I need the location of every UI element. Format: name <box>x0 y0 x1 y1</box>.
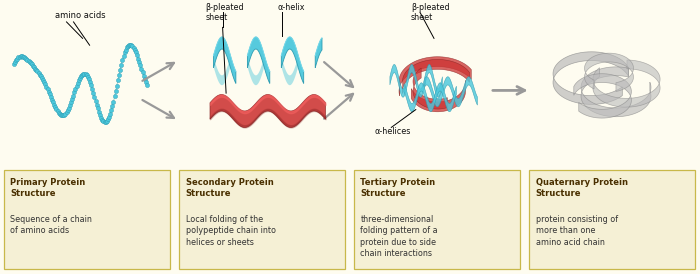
FancyBboxPatch shape <box>178 170 345 269</box>
Polygon shape <box>390 64 442 97</box>
Polygon shape <box>210 95 326 127</box>
Text: amino acids: amino acids <box>55 11 106 20</box>
Polygon shape <box>593 60 660 107</box>
Text: three-dimensional
folding pattern of a
protein due to side
chain interactions: three-dimensional folding pattern of a p… <box>360 215 438 258</box>
Polygon shape <box>412 81 466 112</box>
Text: Tertiary Protein
Structure: Tertiary Protein Structure <box>360 178 435 198</box>
FancyBboxPatch shape <box>354 170 520 269</box>
Polygon shape <box>247 37 270 83</box>
Polygon shape <box>402 59 470 93</box>
Polygon shape <box>581 67 651 117</box>
Polygon shape <box>247 57 265 85</box>
Polygon shape <box>425 77 477 107</box>
Polygon shape <box>574 74 631 118</box>
FancyBboxPatch shape <box>528 170 695 269</box>
Polygon shape <box>281 37 304 83</box>
Text: α-helix: α-helix <box>278 3 305 12</box>
Polygon shape <box>315 38 322 68</box>
Text: Sequence of a chain
of amino acids: Sequence of a chain of amino acids <box>10 215 92 235</box>
Text: Primary Protein
Structure: Primary Protein Structure <box>10 178 85 198</box>
FancyBboxPatch shape <box>4 170 170 269</box>
Polygon shape <box>584 53 634 92</box>
Polygon shape <box>214 37 236 83</box>
Polygon shape <box>404 83 456 112</box>
Text: β-pleated
sheet: β-pleated sheet <box>411 3 449 22</box>
Polygon shape <box>413 68 447 109</box>
Text: β-pleated
sheet: β-pleated sheet <box>205 3 244 22</box>
Polygon shape <box>214 57 230 85</box>
Text: Quaternary Protein
Structure: Quaternary Protein Structure <box>536 178 627 198</box>
Polygon shape <box>281 57 298 85</box>
Text: Local folding of the
polypeptide chain into
helices or sheets: Local folding of the polypeptide chain i… <box>186 215 276 247</box>
Polygon shape <box>553 52 629 104</box>
Text: protein consisting of
more than one
amino acid chain: protein consisting of more than one amin… <box>536 215 617 247</box>
Text: Secondary Protein
Structure: Secondary Protein Structure <box>186 178 273 198</box>
Polygon shape <box>399 57 471 96</box>
Text: α-helices: α-helices <box>374 127 411 136</box>
